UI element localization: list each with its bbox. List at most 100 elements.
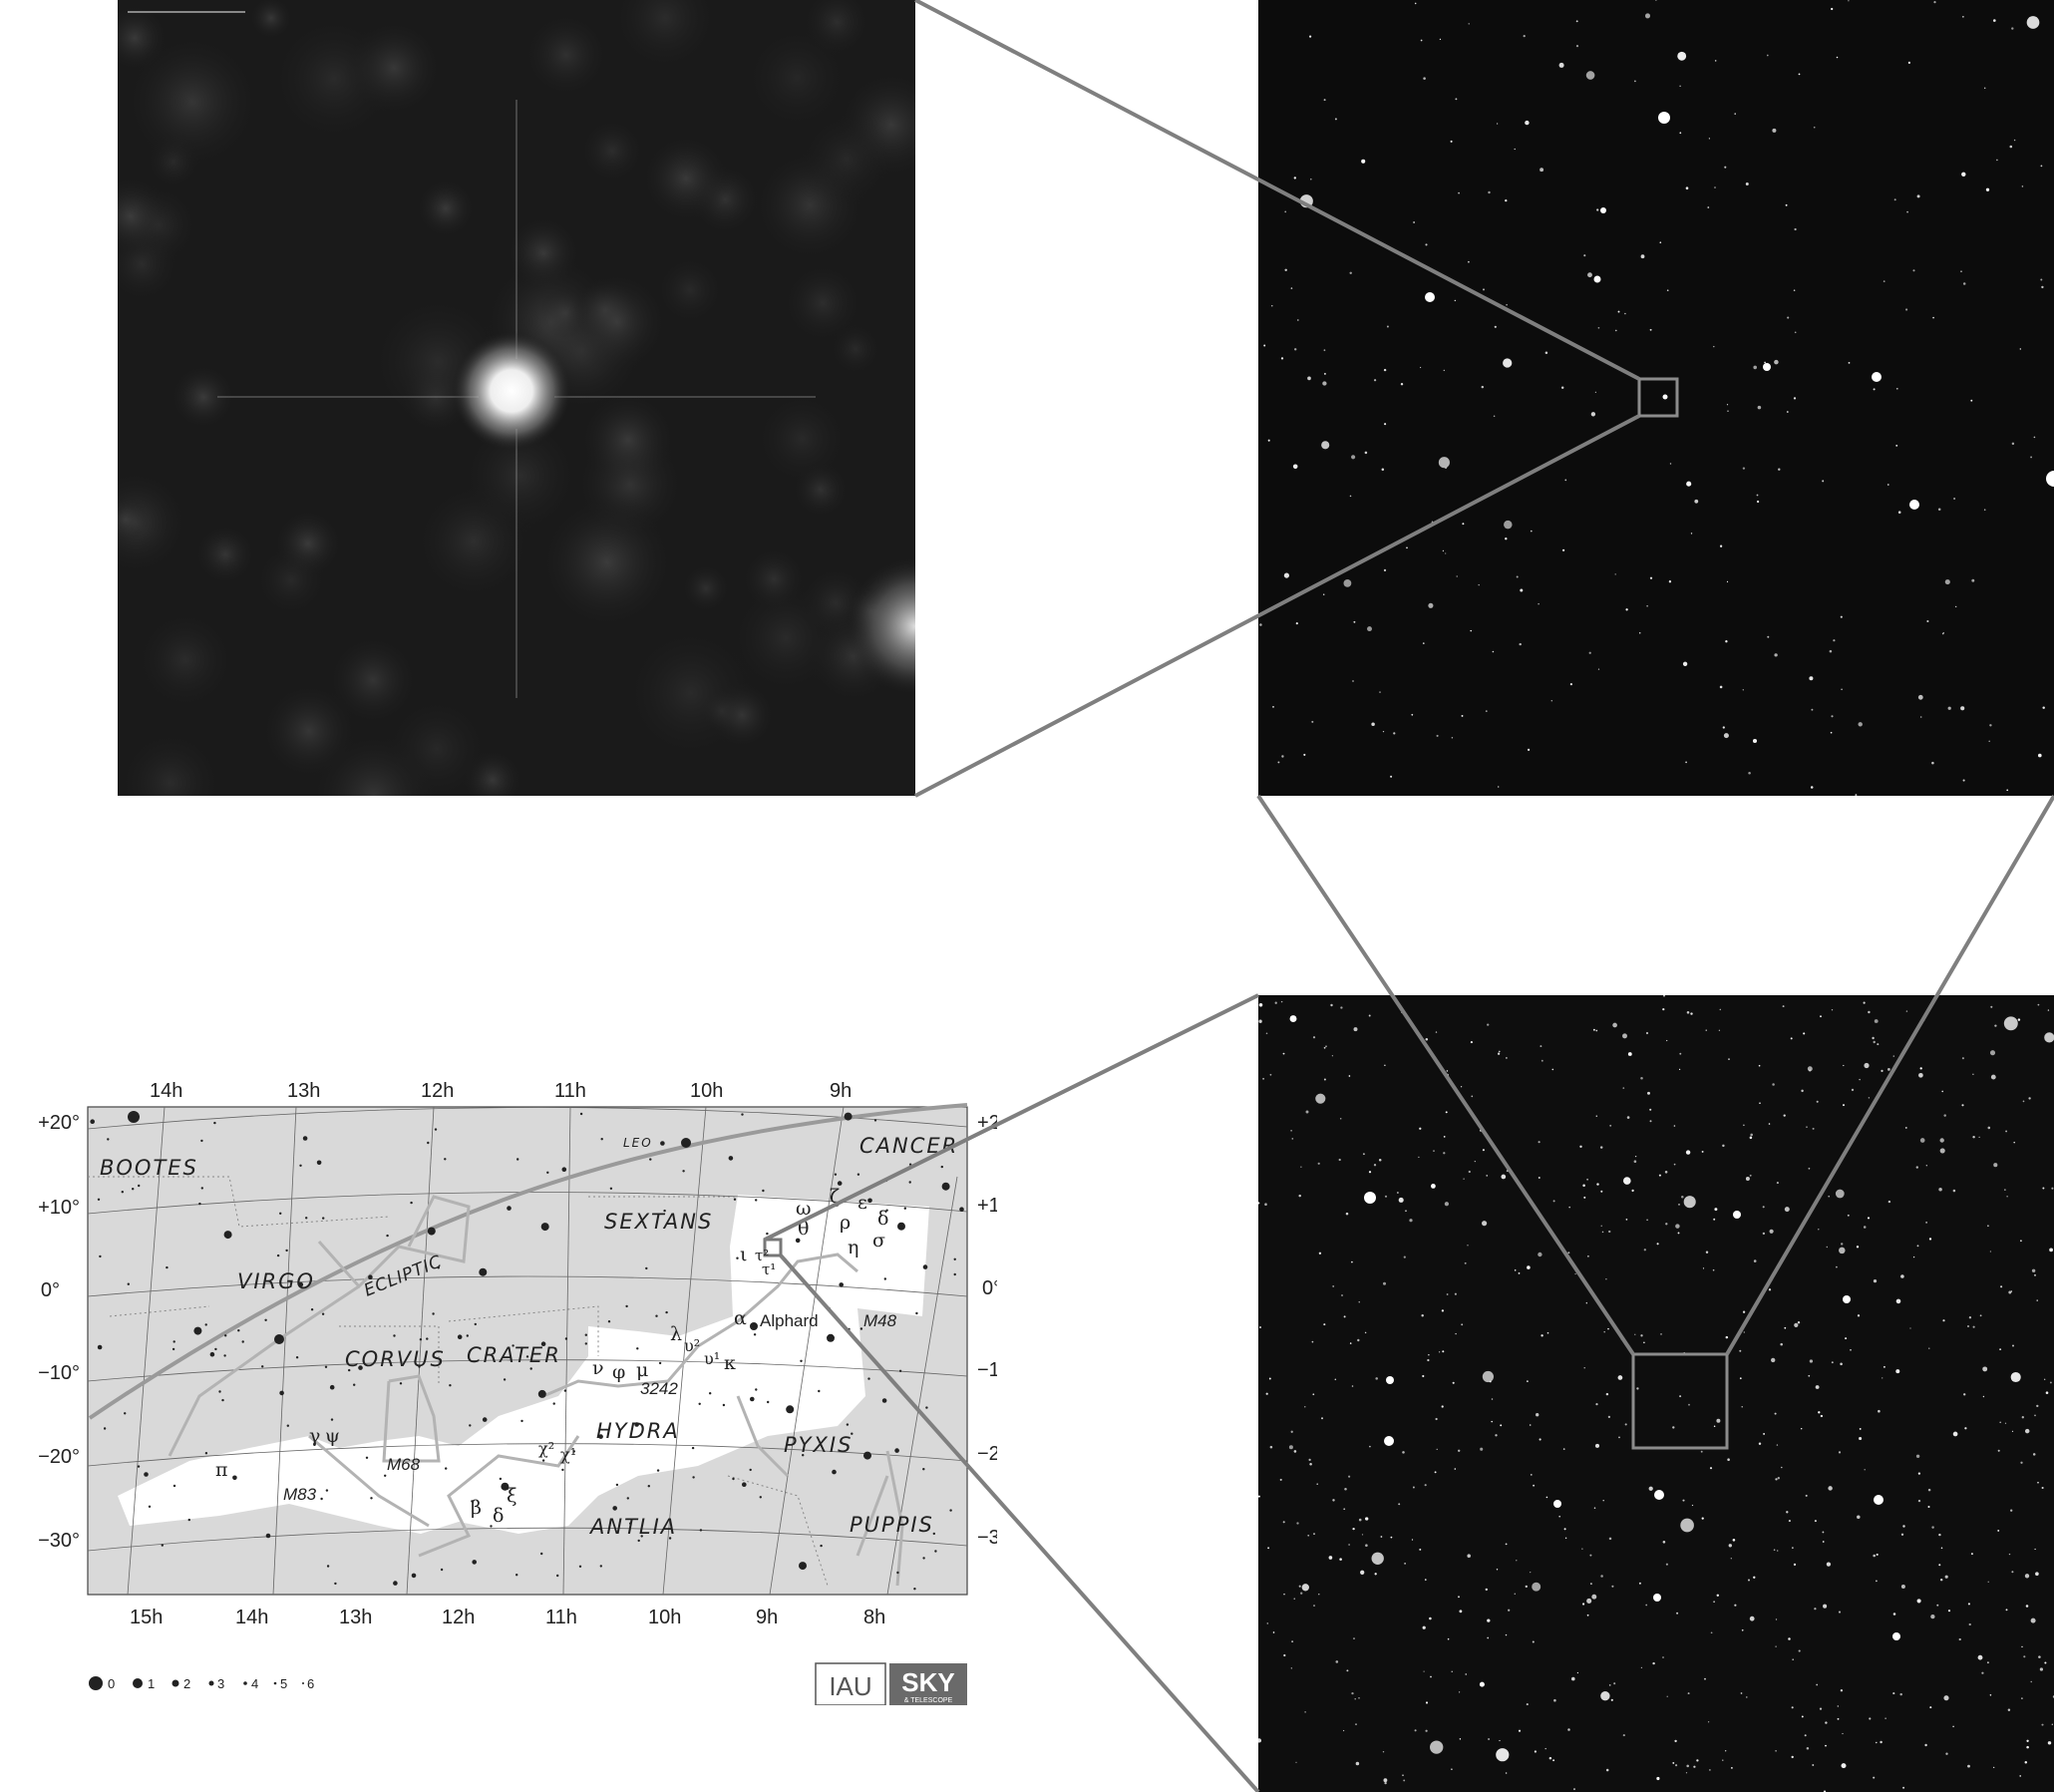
field-star xyxy=(1702,1267,1705,1269)
field-star xyxy=(2034,1414,2036,1417)
field-star xyxy=(2005,1609,2008,1612)
field-star xyxy=(1443,369,1445,372)
field-star xyxy=(1970,399,1973,402)
chart-star xyxy=(279,1390,284,1396)
chart-star xyxy=(741,1113,744,1116)
field-star xyxy=(1430,1675,1432,1678)
field-star xyxy=(1444,1202,1450,1207)
field-star xyxy=(1360,1570,1365,1575)
field-star xyxy=(1401,1011,1403,1014)
field-star xyxy=(1258,1738,1262,1743)
field-star xyxy=(1298,1194,1301,1198)
field-star xyxy=(1984,87,1986,90)
field-star xyxy=(1353,1027,1358,1032)
chart-star xyxy=(762,1189,765,1193)
field-star xyxy=(2030,456,2033,459)
chart-star xyxy=(512,1344,514,1347)
field-star xyxy=(1662,1656,1664,1658)
chart-star xyxy=(321,1312,325,1315)
chart-star xyxy=(419,1338,423,1341)
field-star xyxy=(1587,1254,1589,1257)
ra-bottom-label: 10h xyxy=(648,1607,681,1628)
field-star xyxy=(1705,1251,1709,1254)
field-star xyxy=(1649,1108,1652,1111)
field-star xyxy=(1728,1544,1732,1548)
field-star xyxy=(1348,1075,1351,1077)
field-star xyxy=(1658,1174,1661,1177)
field-star xyxy=(1997,1449,2000,1452)
chart-star xyxy=(426,1337,429,1340)
field-star xyxy=(1400,382,1404,386)
field-star xyxy=(1677,1232,1680,1235)
field-star xyxy=(1582,1603,1585,1606)
field-star xyxy=(1488,190,1491,194)
chart-star xyxy=(881,1398,887,1403)
field-star xyxy=(1367,626,1372,632)
chart-star xyxy=(90,1119,95,1124)
field-star xyxy=(2044,1032,2054,1043)
field-star xyxy=(1496,123,1499,125)
field-star xyxy=(1425,1729,1428,1732)
field-star xyxy=(1332,1284,1335,1287)
field-star xyxy=(1614,329,1617,332)
field-star xyxy=(1611,1585,1614,1588)
dec-right-label: −10° xyxy=(977,1359,997,1381)
field-star xyxy=(1594,1443,1600,1448)
field-star xyxy=(1552,1759,1555,1762)
field-star xyxy=(1506,1057,1508,1059)
field-star xyxy=(1288,1445,1293,1450)
field-star xyxy=(1850,1348,1852,1351)
chart-bright-star xyxy=(128,1111,140,1123)
chart-star xyxy=(223,1231,232,1240)
constellation-label-crater: CRATER xyxy=(467,1343,561,1367)
field-star xyxy=(1373,379,1377,382)
field-star xyxy=(1909,1327,1911,1329)
ra-top-label: 11h xyxy=(554,1080,586,1102)
field-star xyxy=(1538,1141,1540,1144)
noise-blob xyxy=(462,749,523,796)
field-star xyxy=(1540,1045,1542,1048)
chart-star xyxy=(665,1310,668,1314)
field-star xyxy=(1485,710,1488,712)
chart-star xyxy=(894,1448,899,1453)
field-star xyxy=(1488,1737,1491,1741)
noise-blob xyxy=(171,364,236,430)
chart-star xyxy=(800,1359,803,1362)
field-star xyxy=(1308,1458,1311,1462)
field-star xyxy=(1608,1684,1611,1686)
field-star xyxy=(1776,1182,1779,1185)
chart-star xyxy=(418,1365,421,1368)
chart-star xyxy=(121,1191,125,1194)
chart-star xyxy=(753,1333,757,1336)
field-star xyxy=(1707,1721,1710,1723)
field-star xyxy=(1905,308,1908,311)
chart-star xyxy=(204,1323,207,1326)
field-star xyxy=(1887,1068,1890,1071)
field-star xyxy=(1649,576,1653,579)
field-star xyxy=(1868,1097,1871,1099)
field-star xyxy=(1587,272,1592,278)
dec-left-label: −30° xyxy=(38,1530,80,1552)
chart-star xyxy=(427,1227,436,1236)
field-star xyxy=(1953,498,1956,500)
chart-star xyxy=(856,1173,860,1176)
sky-logo-text: SKY xyxy=(901,1667,954,1697)
field-star xyxy=(1814,1608,1817,1611)
field-star xyxy=(1681,1195,1684,1199)
field-star xyxy=(1753,365,1757,370)
field-star xyxy=(1461,714,1464,717)
chart-star xyxy=(224,1334,227,1337)
field-star xyxy=(1461,1323,1464,1326)
field-star xyxy=(1972,1325,1975,1328)
noise-blob xyxy=(641,134,731,223)
field-star xyxy=(1435,1031,1438,1033)
noise-blob xyxy=(782,262,863,344)
field-star xyxy=(1899,1692,1902,1696)
chart-star xyxy=(637,1539,640,1543)
constellation-label-sextans: SEXTANS xyxy=(604,1210,713,1234)
bright-star xyxy=(1384,1436,1394,1446)
chart-star xyxy=(358,1365,363,1370)
field-star xyxy=(1365,1544,1368,1547)
field-star xyxy=(1631,1189,1634,1193)
chart-star xyxy=(615,1483,619,1487)
